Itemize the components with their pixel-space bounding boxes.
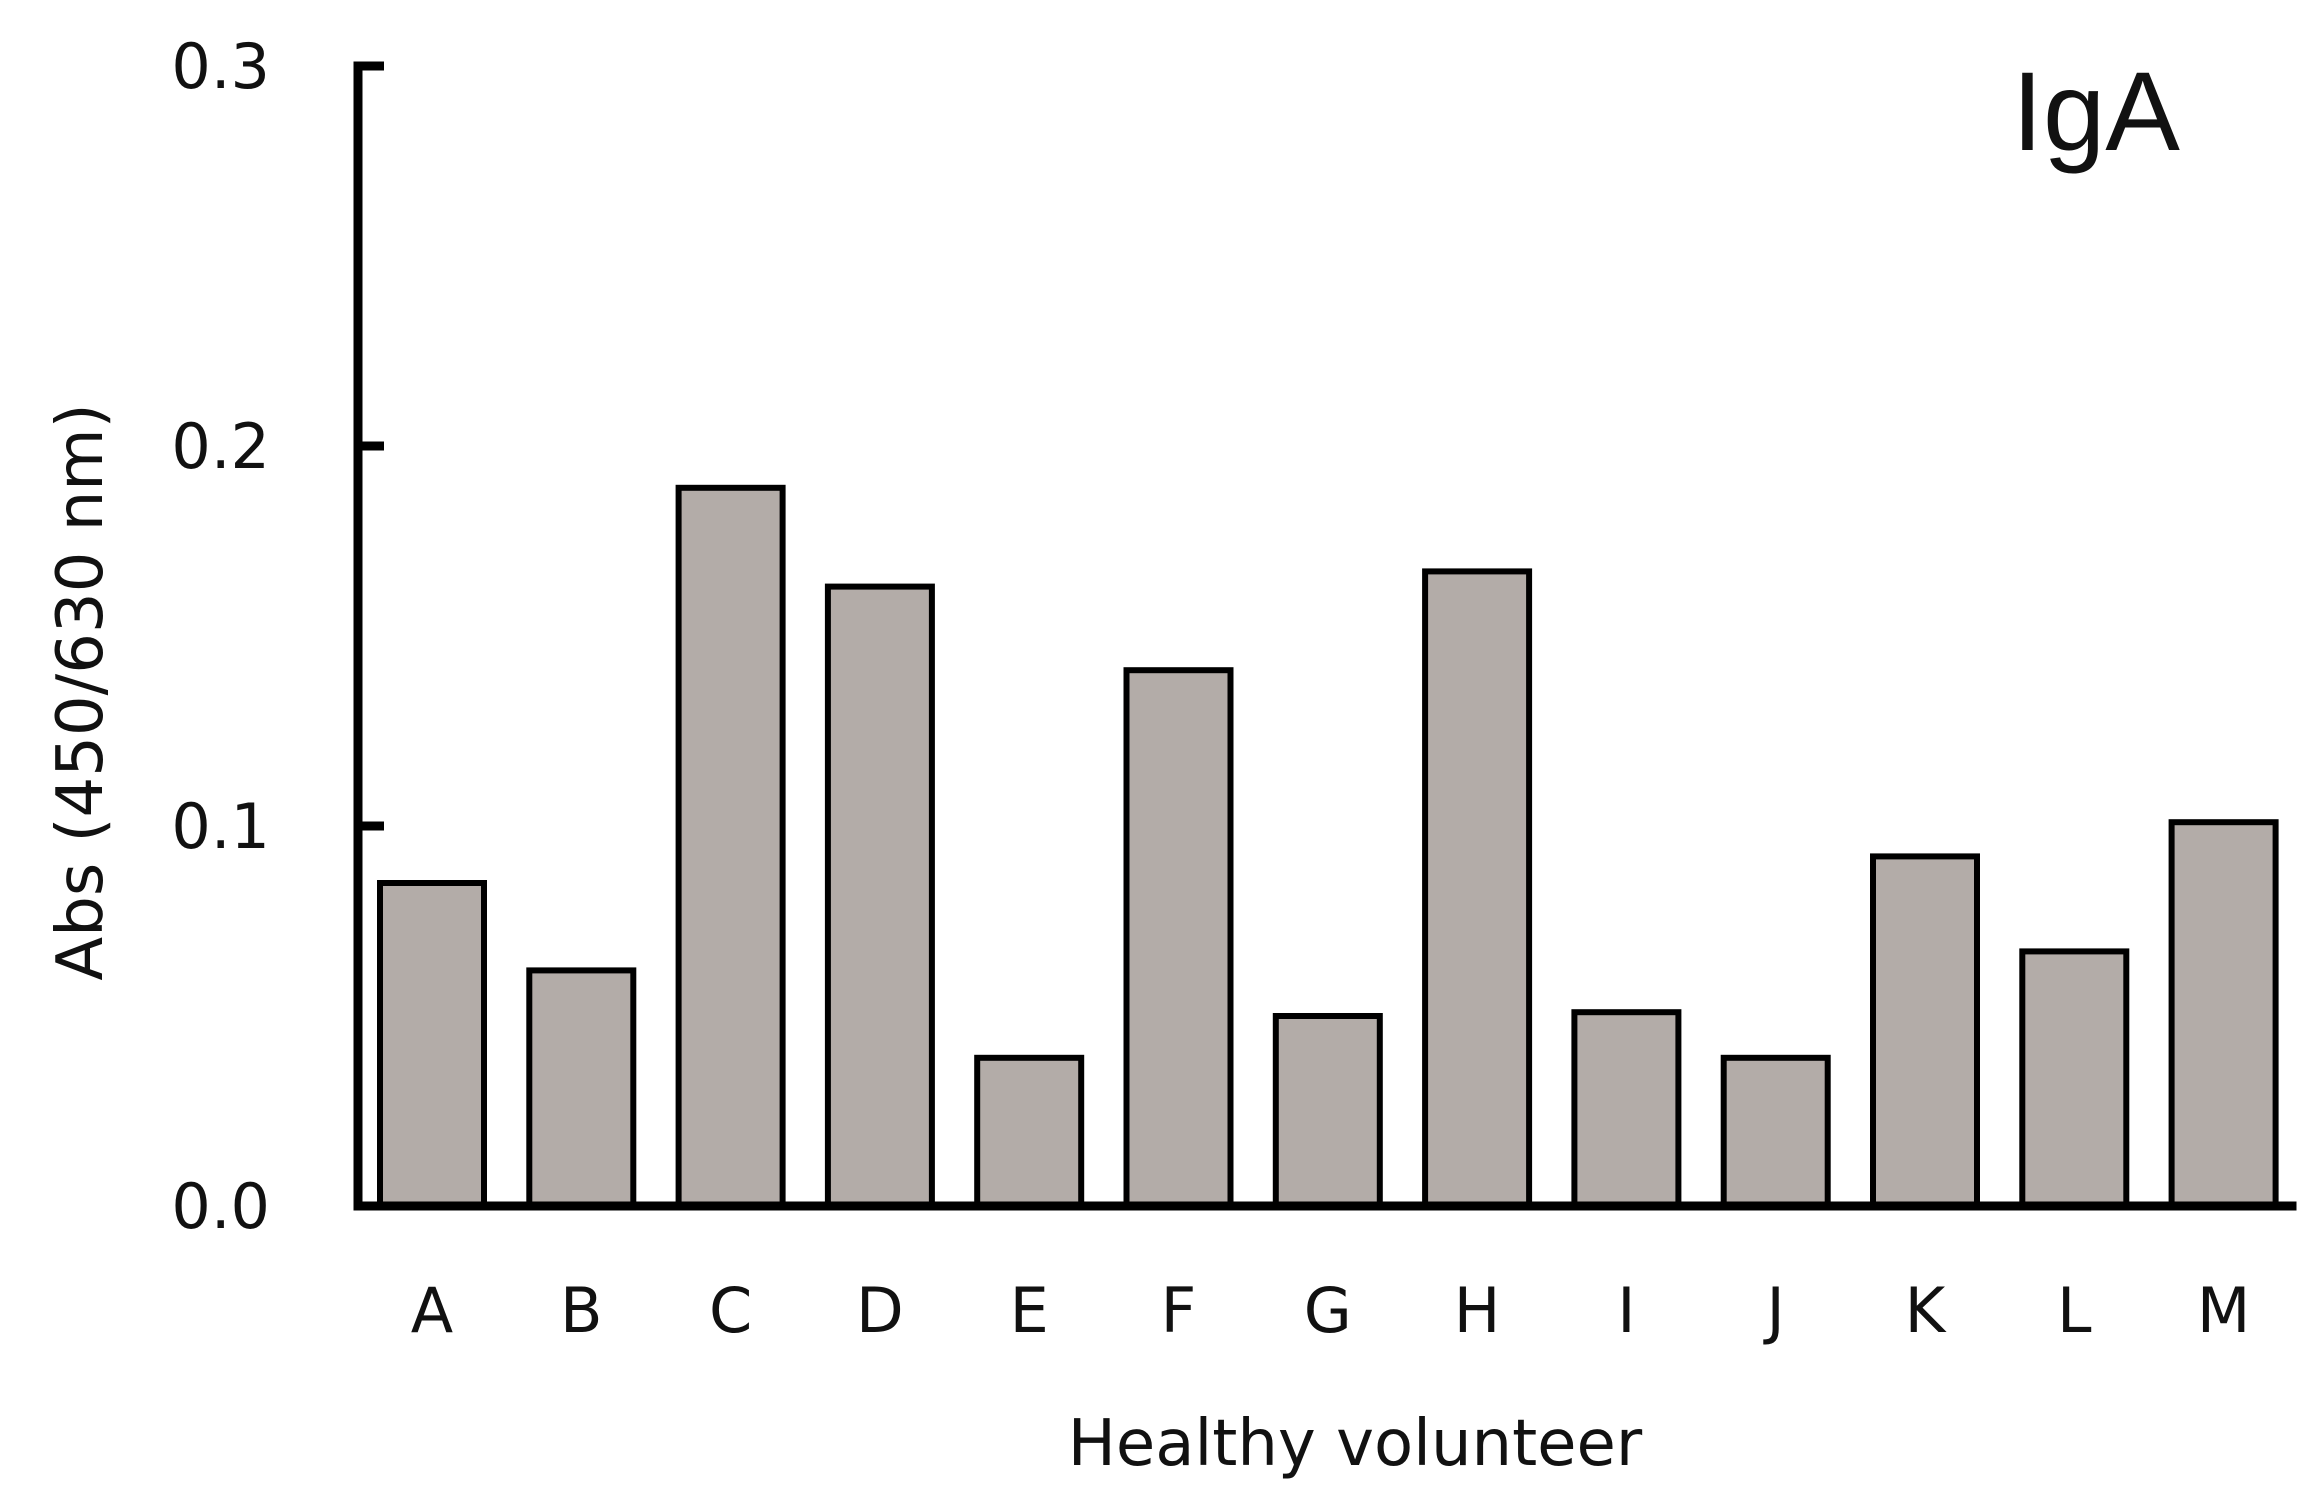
bar-E xyxy=(974,1054,1085,1210)
y-tick-label: 0.3 xyxy=(171,30,270,103)
y-axis-title: Abs (450/630 nm) xyxy=(44,403,118,980)
y-ticks-layer: 0.0 0.1 0.2 0.3 xyxy=(171,30,384,1243)
bar-B xyxy=(526,967,637,1210)
x-tick-label-F: F xyxy=(1161,1274,1197,1347)
x-tick-label-C: C xyxy=(709,1274,752,1347)
x-tick-label-D: D xyxy=(856,1274,904,1347)
bars-layer xyxy=(377,484,2279,1210)
bar-F xyxy=(1123,667,1234,1209)
bar-C xyxy=(675,484,786,1209)
bar-M xyxy=(2168,819,2279,1209)
x-tick-label-H: H xyxy=(1454,1274,1501,1347)
x-labels-layer: A B C D E F G H I J K L M xyxy=(411,1274,2251,1347)
x-tick-label-J: J xyxy=(1763,1274,1785,1347)
x-tick-label-E: E xyxy=(1010,1274,1049,1347)
x-tick-label-K: K xyxy=(1905,1274,1947,1347)
bar-J xyxy=(1720,1054,1831,1210)
bar-I xyxy=(1571,1009,1682,1210)
chart-title: IgA xyxy=(2012,49,2180,174)
bar-A xyxy=(377,880,487,1209)
bar-D xyxy=(824,583,935,1209)
x-tick-label-I: I xyxy=(1617,1274,1635,1347)
x-tick-label-A: A xyxy=(411,1274,453,1347)
bar-G xyxy=(1272,1013,1383,1209)
x-tick-label-L: L xyxy=(2057,1274,2092,1347)
x-axis-title: Healthy volunteer xyxy=(1068,1407,1643,1481)
bar-L xyxy=(2019,948,2130,1210)
y-tick-label: 0.0 xyxy=(171,1170,270,1243)
plot-area: 0.0 0.1 0.2 0.3 A B C D E F G H I J K L M xyxy=(171,30,2297,1347)
y-tick-label: 0.1 xyxy=(171,790,270,863)
bar-K xyxy=(1870,853,1980,1210)
x-tick-label-G: G xyxy=(1304,1274,1352,1347)
y-tick-label: 0.2 xyxy=(171,410,270,483)
x-tick-label-B: B xyxy=(560,1274,603,1347)
bar-H xyxy=(1422,568,1533,1209)
x-tick-label-M: M xyxy=(2197,1274,2251,1347)
